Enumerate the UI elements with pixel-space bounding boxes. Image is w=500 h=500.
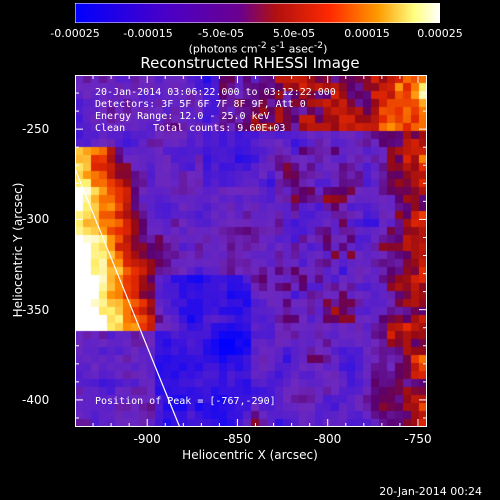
colorbar (75, 3, 440, 23)
plot-overlay (75, 75, 427, 427)
x-tick-label: -850 (223, 432, 252, 446)
y-tick-label: -300 (22, 212, 50, 227)
x-axis-label: Heliocentric X (arcsec) (182, 448, 318, 462)
solar-limb-line (75, 168, 181, 427)
colorbar-tick-label: 0.00025 (417, 27, 463, 40)
colorbar-tick-label: 5.0e-05 (272, 27, 316, 40)
colorbar-tick-label: -0.00015 (123, 27, 173, 40)
y-tick-label: -400 (22, 392, 50, 407)
colorbar-tick-label: -0.00025 (50, 27, 100, 40)
y-tick-label: -350 (22, 302, 50, 317)
colorbar-tick-label: -5.0e-05 (197, 27, 245, 40)
chart-title: Reconstructed RHESSI Image (140, 54, 360, 72)
plot-area: 20-Jan-2014 03:06:22.000 to 03:12:22.000… (75, 75, 427, 427)
peak-position-text: Position of Peak = [-767,-290] (95, 396, 276, 407)
x-tick-label: -750 (404, 432, 432, 446)
time-range-text: 20-Jan-2014 03:06:22.000 to 03:12:22.000 (95, 87, 336, 98)
plot-frame (75, 75, 427, 427)
y-tick-label: -250 (22, 122, 50, 137)
colorbar-tick-label: 0.00015 (344, 27, 390, 40)
y-axis-label: Heliocentric Y (arcsec) (11, 182, 25, 318)
x-tick-label: -800 (314, 432, 342, 446)
total-counts-text: Total counts: 9.60E+03 (153, 123, 286, 134)
detectors-text: Detectors: 3F 5F 6F 7F 8F 9F, Att 0 (95, 99, 306, 110)
x-tick-label: -900 (133, 432, 161, 446)
timestamp: 20-Jan-2014 00:24 (379, 485, 482, 498)
method-text: Clean (95, 123, 126, 134)
energy-range-text: Energy Range: 12.0 - 25.0 keV (95, 111, 270, 122)
heatmap-image (75, 75, 427, 427)
colorbar-units: (photons cm-2 s-1 asec-2) (188, 40, 328, 56)
